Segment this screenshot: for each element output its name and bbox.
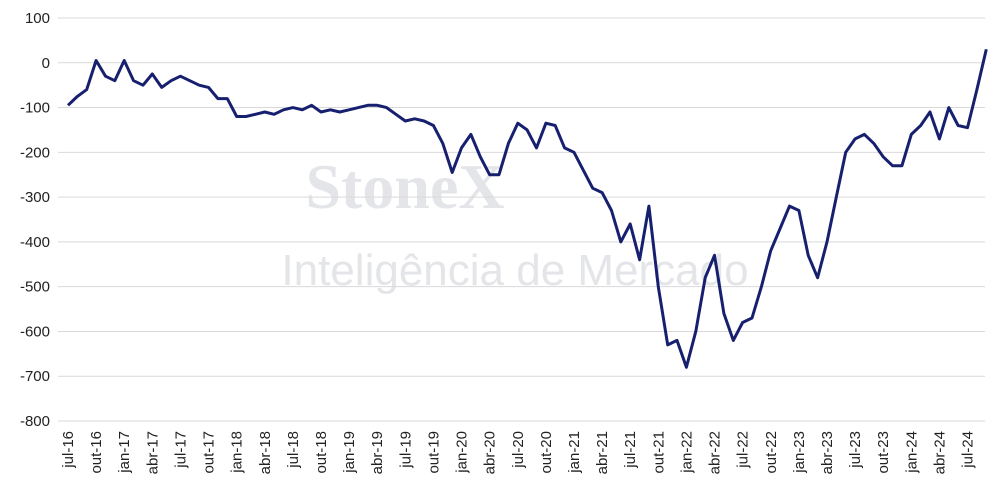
x-tick-label: out-17 <box>201 431 218 474</box>
x-tick-label: jan-19 <box>341 431 358 474</box>
x-tick-label: jan-21 <box>566 431 583 474</box>
y-tick-label: 0 <box>42 55 50 72</box>
x-tick-label: out-23 <box>875 431 892 474</box>
x-tick-label: out-18 <box>313 431 330 474</box>
x-tick-label: jan-22 <box>678 431 695 474</box>
line-series <box>66 48 988 369</box>
x-tick-label: out-16 <box>88 431 105 474</box>
watermark: StoneX <box>305 151 504 222</box>
y-tick-label: 100 <box>25 10 50 27</box>
x-tick-label: out-22 <box>763 431 780 474</box>
x-tick-label: jul-17 <box>172 431 189 469</box>
x-tick-label: out-20 <box>538 431 555 474</box>
x-tick-label: abr-24 <box>931 431 948 474</box>
x-tick-label: abr-23 <box>819 431 836 474</box>
x-tick-label: jan-24 <box>903 431 920 474</box>
x-tick-label: jul-19 <box>397 431 414 469</box>
y-tick-label: -100 <box>20 100 50 117</box>
x-tick-label: jan-17 <box>116 431 133 474</box>
x-tick-label: jul-16 <box>60 431 77 469</box>
x-tick-label: abr-18 <box>257 431 274 474</box>
y-tick-label: -400 <box>20 234 50 251</box>
x-tick-label: out-21 <box>650 431 667 474</box>
x-tick-label: abr-17 <box>144 431 161 474</box>
x-tick-label: jan-23 <box>791 431 808 474</box>
x-tick-label: abr-22 <box>707 431 724 474</box>
x-tick-label: jul-20 <box>510 431 527 469</box>
y-tick-label: -500 <box>20 279 50 296</box>
y-tick-label: -200 <box>20 144 50 161</box>
x-tick-label: abr-21 <box>594 431 611 474</box>
x-tick-label: jul-22 <box>735 431 752 469</box>
x-tick-label: jul-24 <box>960 431 977 469</box>
x-tick-label: abr-19 <box>369 431 386 474</box>
y-tick-label: -700 <box>20 368 50 385</box>
x-tick-label: jul-21 <box>622 431 639 469</box>
x-tick-label: jul-23 <box>847 431 864 469</box>
x-tick-label: jan-18 <box>229 431 246 474</box>
y-tick-label: -800 <box>20 413 50 430</box>
x-tick-label: jan-20 <box>454 431 471 474</box>
y-tick-label: -600 <box>20 323 50 340</box>
x-tick-label: jul-18 <box>285 431 302 469</box>
watermark: Inteligência de Mercado <box>281 246 748 295</box>
x-tick-label: abr-20 <box>482 431 499 474</box>
x-tick-label: out-19 <box>425 431 442 474</box>
y-tick-label: -300 <box>20 189 50 206</box>
